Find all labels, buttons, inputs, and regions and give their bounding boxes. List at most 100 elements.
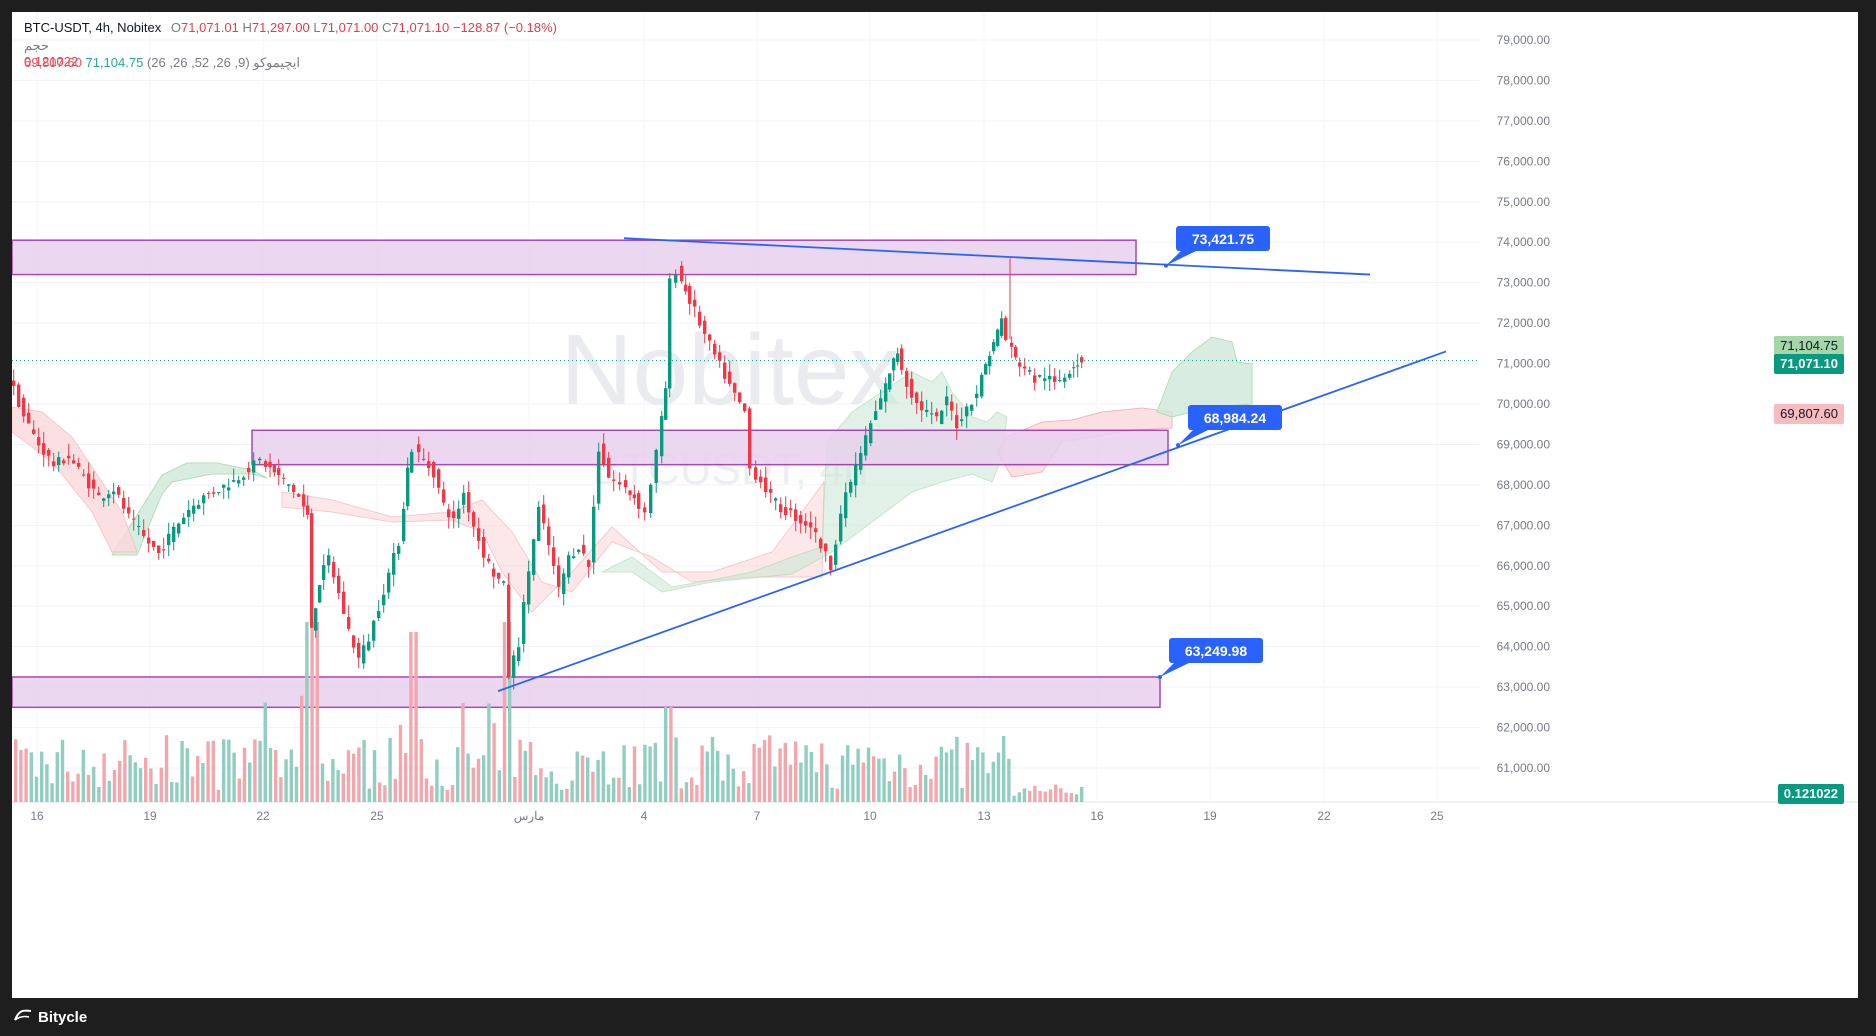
volume-bar xyxy=(1022,788,1027,802)
candle-body xyxy=(97,492,101,496)
y-tick-label: 79,000.00 xyxy=(1497,33,1551,47)
volume-bar xyxy=(404,752,408,802)
volume-bar xyxy=(716,750,720,802)
y-tick-label: 62,000.00 xyxy=(1497,721,1551,735)
volume-bar xyxy=(918,764,923,802)
volume-bar xyxy=(892,771,897,802)
candle-body xyxy=(117,487,121,495)
candle-body xyxy=(940,410,944,425)
candle-body xyxy=(137,526,141,528)
y-tick-label: 74,000.00 xyxy=(1497,235,1551,249)
volume-bar xyxy=(601,751,605,802)
candle-body xyxy=(984,364,988,375)
volume-bar xyxy=(190,776,195,802)
callout-box xyxy=(1176,226,1270,251)
volume-bar xyxy=(778,748,782,802)
chart-frame[interactable]: 79,000.00 78,000.00 77,000.00 76,000.00 75,0… xyxy=(12,12,1858,998)
candle-body xyxy=(142,530,146,536)
volume-bar xyxy=(341,773,345,802)
brand[interactable]: Bitycle xyxy=(14,1008,87,1026)
candle-body xyxy=(718,352,722,361)
candle-body xyxy=(799,515,803,524)
candle-body xyxy=(628,490,632,495)
candle-body xyxy=(925,409,929,413)
volume-bar xyxy=(627,787,631,802)
volume-bar xyxy=(294,766,299,802)
candle-body xyxy=(432,462,436,478)
volume-bar xyxy=(903,768,907,802)
volume-bar xyxy=(216,789,221,802)
candle-body xyxy=(834,544,838,565)
candle-body xyxy=(342,591,346,614)
candle-body xyxy=(1048,375,1052,380)
ichimoku-label: ایچیموکو (9, 26, 52, 26, 26) xyxy=(146,55,300,70)
candle-body xyxy=(322,565,326,581)
candle-body xyxy=(784,507,788,516)
volume-bar xyxy=(1043,791,1047,802)
candle-body xyxy=(693,299,697,307)
candle-body xyxy=(960,419,964,422)
candle-body xyxy=(12,380,16,386)
candle-body xyxy=(252,460,256,473)
volume-bar xyxy=(289,749,293,802)
candle-body xyxy=(306,505,310,515)
volume-bar xyxy=(970,759,975,802)
candle-body xyxy=(764,477,768,493)
volume-bar xyxy=(752,744,756,802)
volume-bar xyxy=(674,737,678,802)
volume-bar xyxy=(24,748,28,802)
candle-body xyxy=(122,497,126,509)
candle-body xyxy=(996,329,1000,346)
candle-body xyxy=(327,555,331,566)
volume-bar xyxy=(86,774,91,802)
candle-body xyxy=(1080,357,1084,363)
volume-bar xyxy=(872,756,876,802)
candle-body xyxy=(945,396,949,406)
candle-body xyxy=(237,480,241,484)
callout-pointer xyxy=(1178,429,1210,446)
volume-bar xyxy=(632,746,637,802)
price-zone xyxy=(251,429,1169,466)
candle-body xyxy=(789,508,793,511)
volume-bar xyxy=(388,737,392,802)
candle-body xyxy=(1076,365,1080,367)
volume-bar xyxy=(305,622,309,802)
volume-bar xyxy=(991,761,995,802)
volume-bar xyxy=(757,747,761,802)
volume-bar xyxy=(66,771,70,802)
candle-body xyxy=(197,504,201,509)
candle-body xyxy=(462,492,466,505)
volume-bar xyxy=(445,789,449,802)
high-value: 71,297.00 xyxy=(251,20,310,35)
volume-bar xyxy=(398,724,403,802)
volume-bar xyxy=(502,622,507,802)
volume-bar xyxy=(996,752,1001,802)
candle-body xyxy=(482,537,486,558)
candle-body xyxy=(357,642,361,658)
y-tick-label: 61,000.00 xyxy=(1497,761,1551,775)
volume-bar xyxy=(924,774,928,802)
volume-bar xyxy=(513,776,517,802)
volume-label: حجم xyxy=(24,38,50,53)
candle-body xyxy=(507,584,511,678)
price-chart[interactable]: 79,000.00 78,000.00 77,000.00 76,000.00 75,0… xyxy=(12,12,1858,998)
candle-body xyxy=(557,565,561,587)
candle-body xyxy=(1033,375,1037,383)
volume-bar xyxy=(882,758,886,802)
volume-bar xyxy=(284,759,288,802)
candle-body xyxy=(37,437,41,446)
candle-body xyxy=(497,572,501,579)
volume-bar xyxy=(1080,786,1084,802)
volume-bar xyxy=(476,758,481,802)
candle-body xyxy=(167,533,171,546)
x-tick-label: مارس xyxy=(514,809,545,823)
volume-bar xyxy=(1069,793,1073,802)
volume-bar xyxy=(383,785,387,802)
volume-bar xyxy=(248,762,252,802)
candle-body xyxy=(809,522,813,528)
volume-bar xyxy=(102,753,106,802)
y-tick-label: 72,000.00 xyxy=(1497,316,1551,330)
candle-body xyxy=(684,284,688,292)
y-tick-label: 73,000.00 xyxy=(1497,276,1551,290)
volume-bar xyxy=(1054,784,1058,802)
